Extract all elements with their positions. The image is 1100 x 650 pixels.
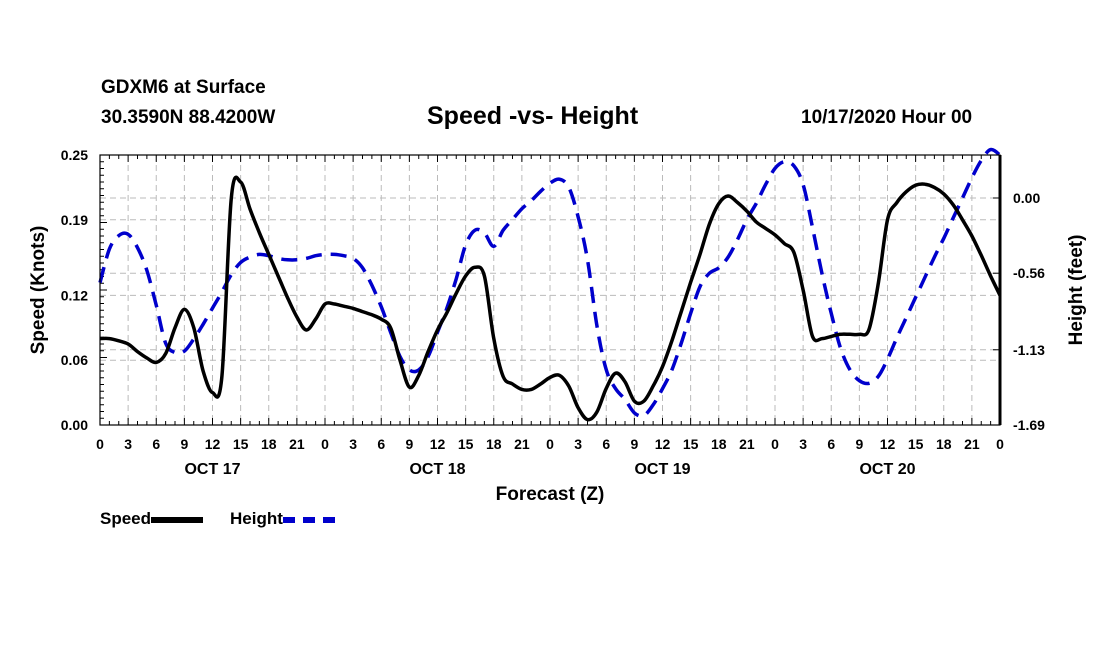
x-axis-label: Forecast (Z) [496,484,605,505]
y-axis-label: Speed (Knots) [28,226,49,355]
legend-height-swatch [282,516,335,523]
x-tick-label: 15 [683,436,699,452]
chart-grid [100,155,1000,425]
day-label: OCT 17 [184,461,240,478]
legend-height-label: Height [230,509,283,528]
y2-tick-label: 0.00 [1013,190,1040,206]
x-tick-label: 12 [205,436,221,452]
y2-axis-label: Height (feet) [1066,235,1087,346]
legend-speed-swatch [151,516,204,523]
model-run-label: 10/17/2020 Hour 00 [801,107,973,128]
x-tick-label: 6 [377,436,385,452]
y-tick-label: 0.19 [61,212,88,228]
x-tick-label: 3 [124,436,132,452]
x-tick-label: 3 [349,436,357,452]
x-tick-labels: 0 3 6 9 12 15 18 21 0 3 6 9 12 15 18 21 0 3 6 9 12 15 18 21 0 3 6 9… [96,436,1004,452]
x-tick-label: 21 [964,436,980,452]
y-tick-label: 0.12 [61,287,88,303]
x-tick-label: 6 [602,436,610,452]
speed-series-line [99,175,1002,422]
x-tick-label: 18 [486,436,502,452]
x-tick-label: 3 [574,436,582,452]
x-tick-label: 9 [855,436,863,452]
x-tick-label: 0 [771,436,779,452]
y2-tick-label: -0.56 [1013,265,1045,281]
x-tick-label: 12 [655,436,671,452]
chart-series [98,147,1002,422]
legend-speed-label: Speed [100,509,152,528]
day-labels: OCT 17 OCT 18 OCT 19 OCT 20 [184,461,915,478]
coordinates-label: 30.3590N 88.4200W [101,107,276,128]
y2-tick-label: -1.13 [1013,342,1045,358]
y2-tick-labels: -1.69 -1.13 -0.56 0.00 [1013,190,1045,433]
x-tick-label: 21 [739,436,755,452]
day-label: OCT 19 [634,461,690,478]
y-tick-labels: 0.00 0.06 0.12 0.19 0.25 [61,147,88,433]
y-tick-label: 0.06 [61,352,88,368]
y-tick-label: 0.00 [61,417,88,433]
y-tick-label: 0.25 [61,147,88,163]
x-tick-label: 6 [827,436,835,452]
chart-title: Speed -vs- Height [427,102,639,130]
x-tick-label: 0 [96,436,104,452]
x-tick-label: 0 [996,436,1004,452]
x-tick-label: 0 [546,436,554,452]
x-tick-label: 15 [233,436,249,452]
x-tick-label: 15 [908,436,924,452]
legend-speed: Speed [100,509,204,529]
day-label: OCT 18 [409,461,465,478]
x-tick-label: 21 [514,436,530,452]
station-label: GDXM6 at Surface [101,77,266,98]
x-tick-label: 3 [799,436,807,452]
x-tick-label: 18 [261,436,277,452]
x-tick-label: 18 [711,436,727,452]
day-label: OCT 20 [859,461,915,478]
x-tick-label: 9 [630,436,638,452]
x-tick-label: 12 [430,436,446,452]
x-tick-label: 0 [321,436,329,452]
x-tick-label: 12 [880,436,896,452]
x-tick-label: 9 [405,436,413,452]
x-tick-label: 15 [458,436,474,452]
x-tick-label: 6 [152,436,160,452]
height-series-line [98,147,1002,418]
x-tick-label: 18 [936,436,952,452]
x-tick-label: 9 [180,436,188,452]
legend-height: Height [230,509,335,529]
y2-tick-label: -1.69 [1013,417,1045,433]
x-tick-label: 21 [289,436,305,452]
